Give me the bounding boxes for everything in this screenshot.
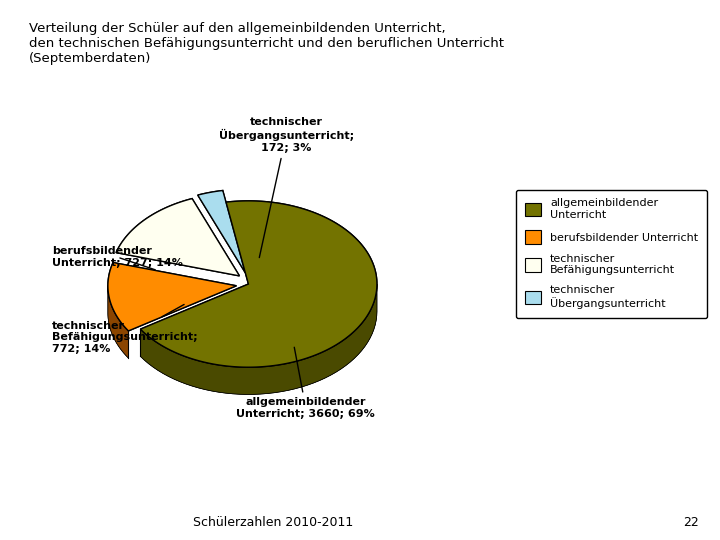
Polygon shape xyxy=(108,286,128,358)
Text: berufsbildender
Unterricht; 727; 14%: berufsbildender Unterricht; 727; 14% xyxy=(52,246,183,270)
Polygon shape xyxy=(140,284,377,394)
Legend: allgemeinbildender
Unterricht, berufsbildender Unterricht, technischer
Befähigun: allgemeinbildender Unterricht, berufsbil… xyxy=(516,190,707,318)
Polygon shape xyxy=(198,191,245,272)
Text: allgemeinbildender
Unterricht; 3660; 69%: allgemeinbildender Unterricht; 3660; 69% xyxy=(236,347,375,419)
Polygon shape xyxy=(116,199,240,276)
Text: Schülerzahlen 2010-2011: Schülerzahlen 2010-2011 xyxy=(194,516,354,529)
Polygon shape xyxy=(108,262,236,331)
Polygon shape xyxy=(140,284,377,394)
Text: technischer
Übergangsunterricht;
172; 3%: technischer Übergangsunterricht; 172; 3% xyxy=(219,117,354,258)
Text: 22: 22 xyxy=(683,516,698,529)
Text: technischer
Befähigungsunterricht;
772; 14%: technischer Befähigungsunterricht; 772; … xyxy=(52,305,197,354)
Polygon shape xyxy=(108,286,128,358)
Text: Verteilung der Schüler auf den allgemeinbildenden Unterricht,
den technischen Be: Verteilung der Schüler auf den allgemein… xyxy=(29,22,504,65)
Polygon shape xyxy=(140,201,377,367)
Polygon shape xyxy=(108,262,236,331)
Polygon shape xyxy=(140,201,377,367)
Polygon shape xyxy=(198,191,245,272)
Polygon shape xyxy=(116,199,240,276)
